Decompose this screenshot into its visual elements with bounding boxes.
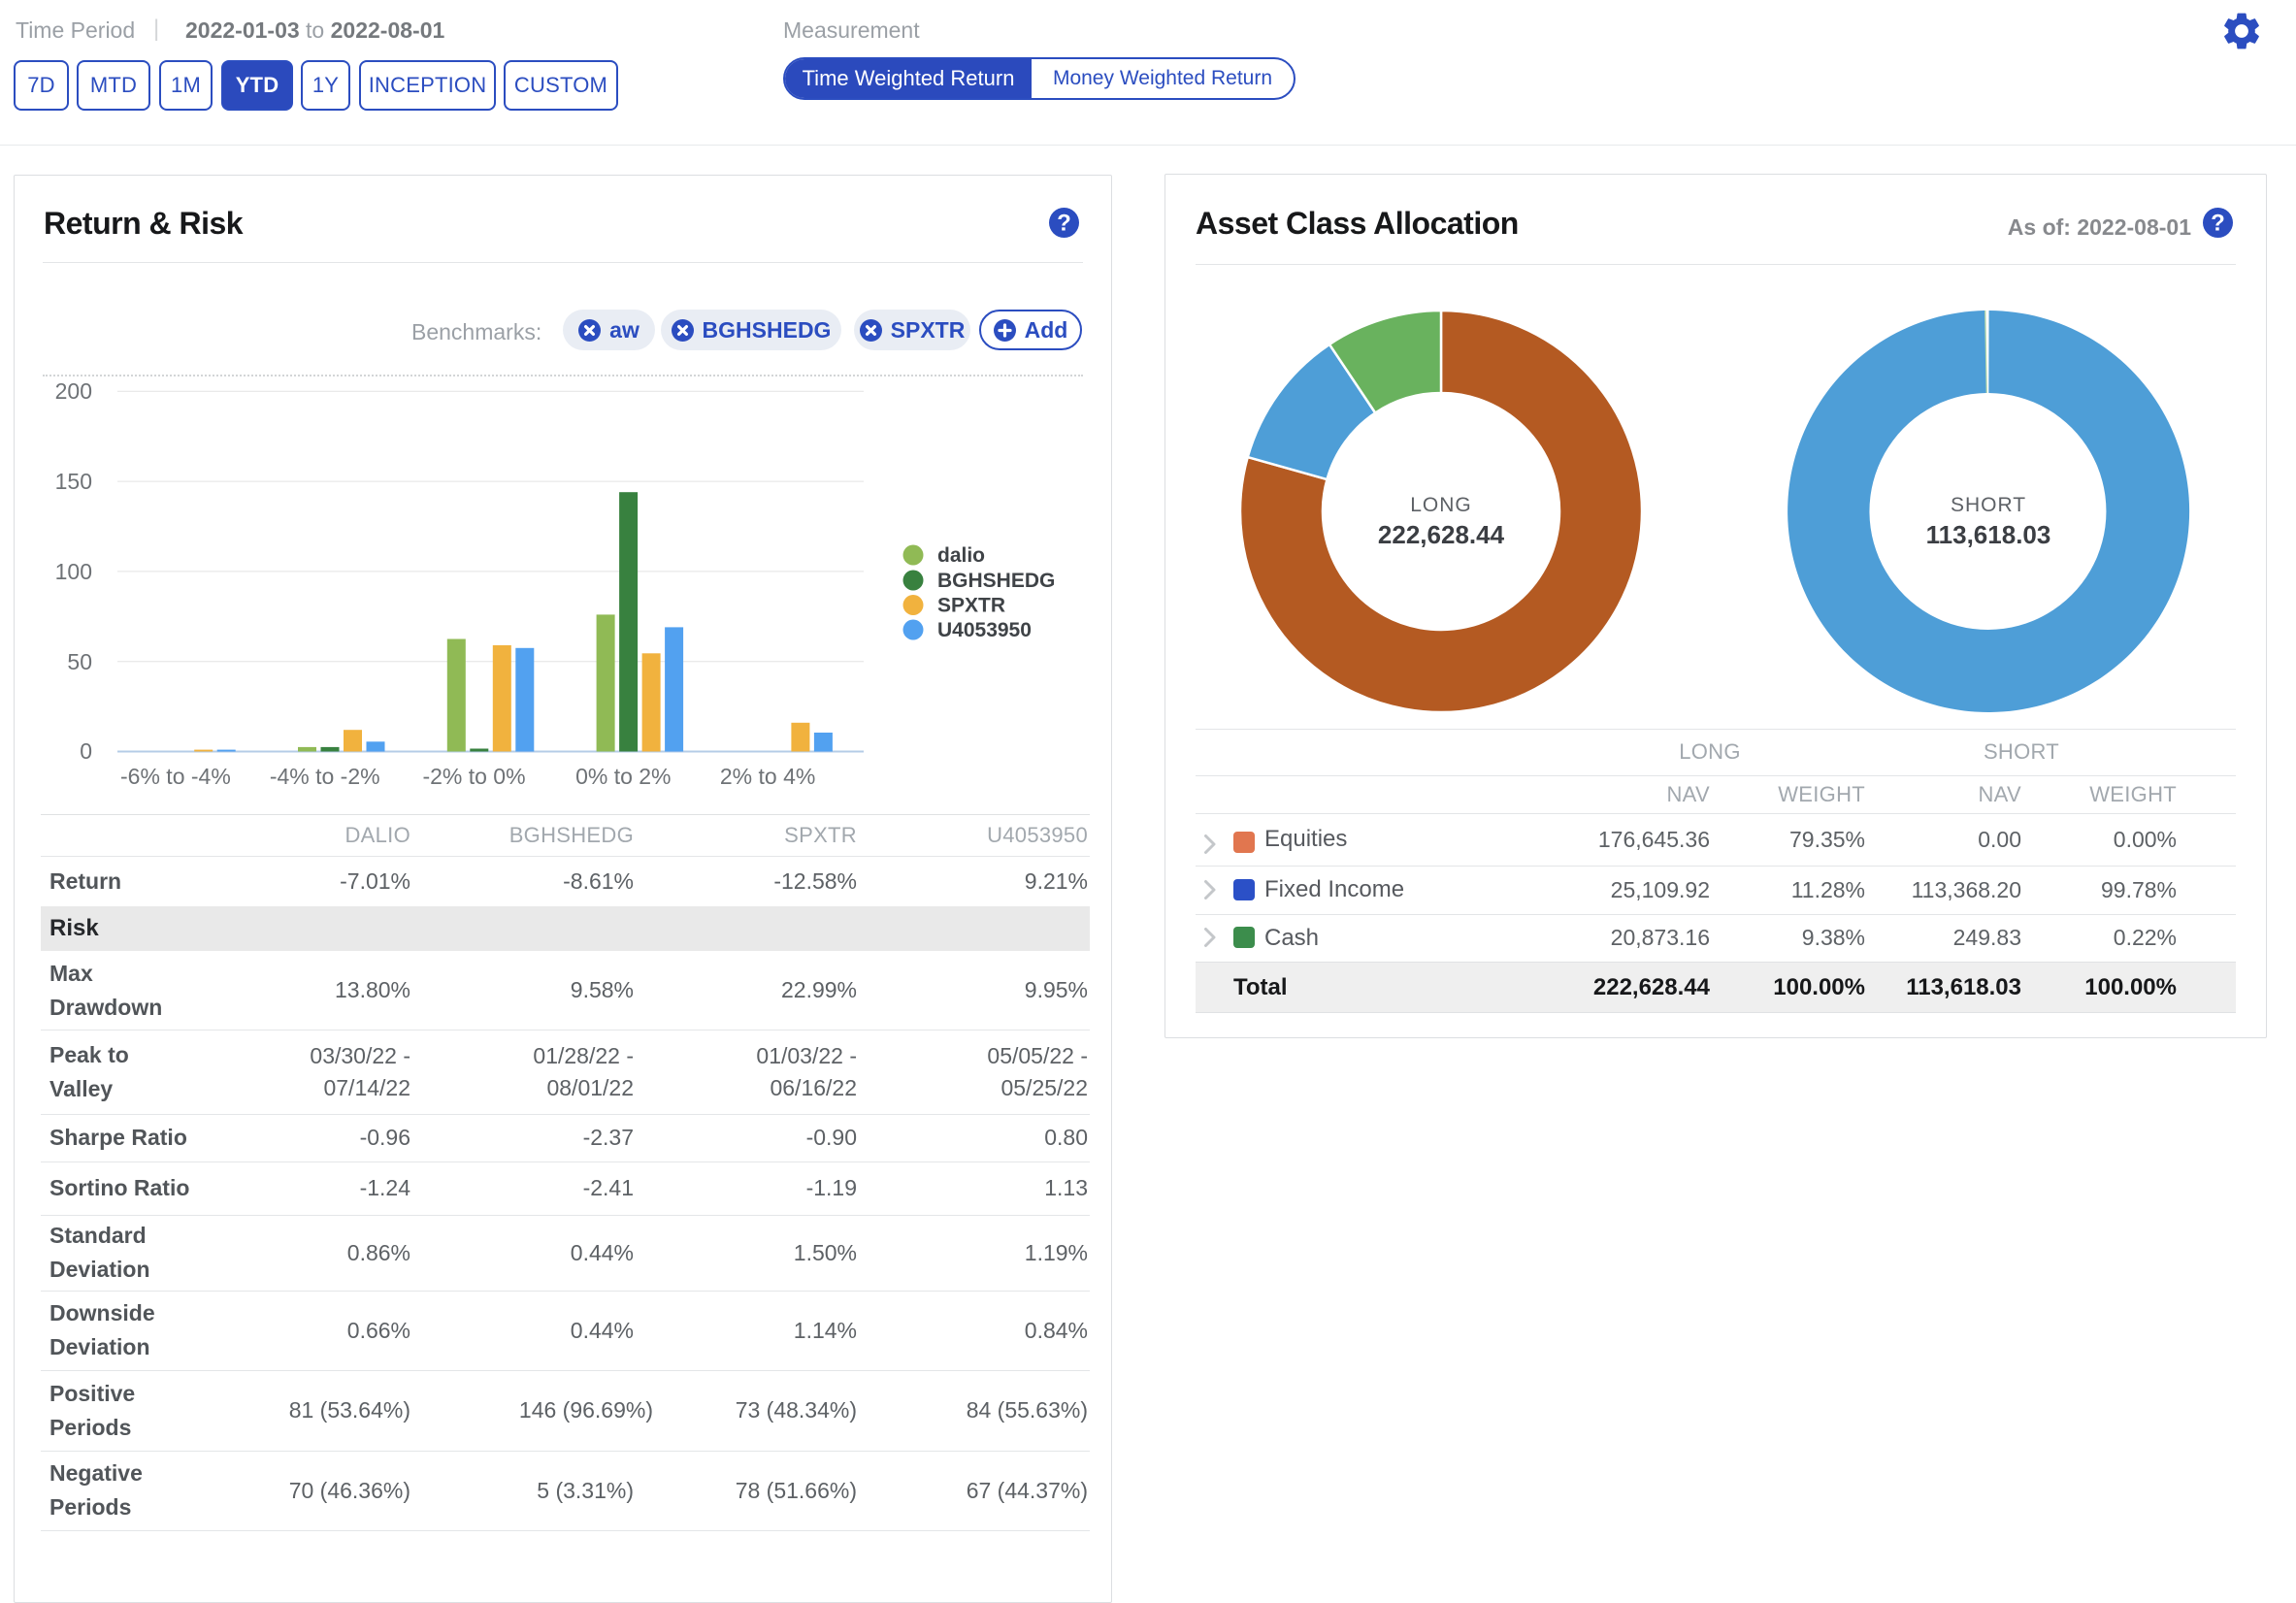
svg-text:?: ? bbox=[2211, 211, 2225, 237]
svg-text:150: 150 bbox=[55, 469, 92, 494]
svg-text:BGHSHEDG: BGHSHEDG bbox=[937, 570, 1055, 592]
svg-text:100: 100 bbox=[55, 559, 92, 584]
svg-text:U4053950: U4053950 bbox=[937, 619, 1032, 641]
svg-text:113,618.03: 113,618.03 bbox=[1926, 520, 2051, 549]
svg-text:-2% to 0%: -2% to 0% bbox=[422, 764, 525, 789]
svg-text:0% to 2%: 0% to 2% bbox=[575, 764, 671, 789]
svg-text:LONG: LONG bbox=[1410, 494, 1472, 516]
svg-text:50: 50 bbox=[67, 649, 92, 674]
svg-text:2% to 4%: 2% to 4% bbox=[720, 764, 815, 789]
svg-text:-6% to -4%: -6% to -4% bbox=[120, 764, 231, 789]
svg-text:dalio: dalio bbox=[937, 544, 985, 567]
svg-text:SPXTR: SPXTR bbox=[937, 595, 1005, 617]
svg-text:?: ? bbox=[1057, 211, 1071, 237]
svg-text:200: 200 bbox=[55, 383, 92, 404]
svg-text:222,628.44: 222,628.44 bbox=[1378, 520, 1505, 549]
svg-text:0: 0 bbox=[80, 738, 92, 764]
svg-text:-4% to -2%: -4% to -2% bbox=[270, 764, 380, 789]
svg-text:SHORT: SHORT bbox=[1951, 494, 2026, 516]
